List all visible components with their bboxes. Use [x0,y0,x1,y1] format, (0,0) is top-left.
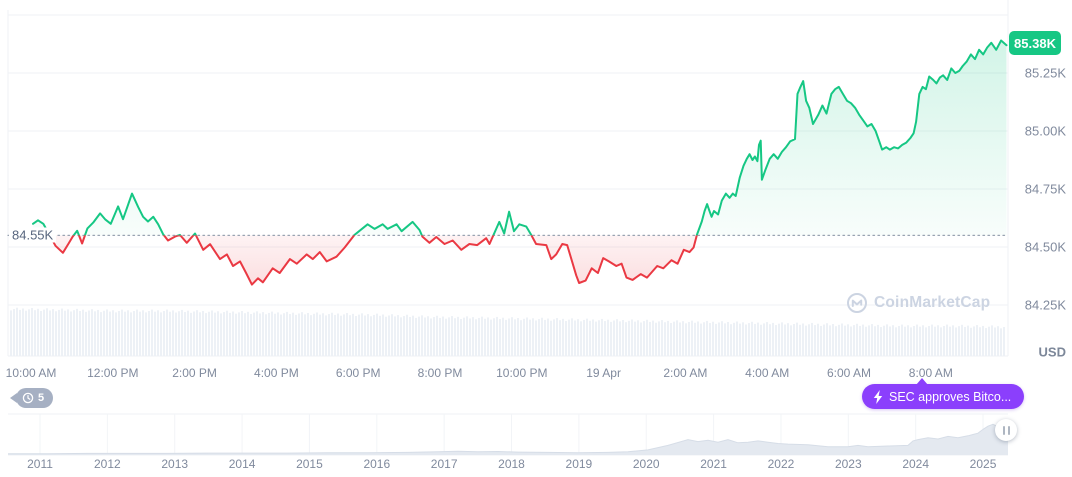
year-label: 2020 [632,457,660,471]
time-axis-label: 6:00 PM [335,366,381,380]
y-axis-unit: USD [1038,344,1066,360]
year-label: 2013 [161,457,189,471]
time-axis-label: 2:00 PM [172,366,217,380]
history-count: 5 [38,392,45,404]
clock-history-icon [22,392,34,404]
year-label: 2021 [700,457,727,471]
history-annotations-badge[interactable]: 5 [9,388,54,408]
lightning-icon [873,389,883,404]
current-price-badge: 85.38K [1009,31,1061,55]
time-axis-label: 2:00 AM [663,366,708,380]
year-label: 2023 [834,457,862,471]
time-axis-label: 4:00 AM [745,366,790,380]
year-label: 2024 [902,457,930,471]
year-label: 2018 [498,457,525,471]
coinmarketcap-logo-icon [847,293,867,313]
y-axis-label: 84.50K [1024,239,1066,255]
baseline-price-label: 84.55K [9,227,57,243]
time-axis-label: 6:00 AM [826,366,872,380]
year-label: 2022 [767,457,795,471]
year-label: 2014 [228,457,256,471]
year-label: 2012 [94,457,121,471]
y-axis-label: 84.75K [1024,181,1066,197]
y-axis: 85.25K 85.00K 84.75K 84.50K 84.25K USD [1008,0,1070,365]
current-price-value: 85.38K [1014,35,1056,51]
time-axis-label: 8:00 PM [417,366,463,380]
navigator-scrubber[interactable] [8,414,1008,456]
year-label: 2017 [430,457,458,471]
year-label: 2016 [363,457,391,471]
year-label: 2011 [27,457,53,471]
grip-icon [1002,425,1005,435]
watermark-text: CoinMarketCap [874,294,991,311]
y-axis-label: 85.00K [1024,123,1066,139]
time-axis-label: 12:00 PM [87,366,139,380]
time-axis-label: 8:00 AM [908,366,953,380]
year-label: 2019 [565,457,593,471]
time-axis-label: 19 Apr [586,366,621,380]
y-axis-label: 85.25K [1024,65,1066,81]
time-axis-label: 10:00 PM [496,366,548,380]
event-badge[interactable]: SEC approves Bitco... [862,378,1025,409]
navigator-handle[interactable] [995,419,1017,441]
year-label: 2015 [296,457,323,471]
year-label: 2025 [969,457,997,471]
y-axis-label: 84.25K [1024,297,1066,313]
event-badge-label: SEC approves Bitco... [889,389,1012,404]
coinmarketcap-watermark: CoinMarketCap [846,292,990,314]
time-axis-label: 4:00 PM [254,366,299,380]
time-axis-label: 10:00 AM [5,366,57,380]
